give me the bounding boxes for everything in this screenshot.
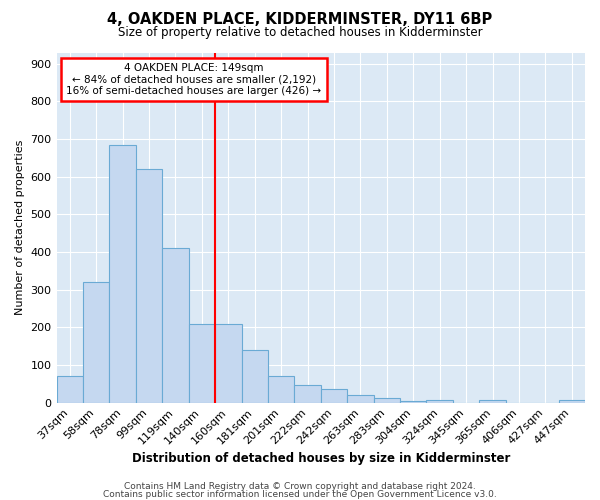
Bar (559, 400, 585, 402)
Bar (295, 384, 321, 402)
Bar (56, 376, 83, 402)
Bar (136, 169, 162, 402)
Bar (109, 144, 136, 402)
Bar (188, 324, 215, 402)
Bar (374, 398, 400, 402)
Bar (215, 324, 242, 402)
Bar (347, 395, 374, 402)
Bar (321, 390, 347, 402)
Bar (268, 376, 295, 402)
Bar (162, 248, 188, 402)
Bar (427, 400, 453, 402)
Y-axis label: Number of detached properties: Number of detached properties (15, 140, 25, 315)
Bar (479, 400, 506, 402)
Text: Contains public sector information licensed under the Open Government Licence v3: Contains public sector information licen… (103, 490, 497, 499)
Text: 4, OAKDEN PLACE, KIDDERMINSTER, DY11 6BP: 4, OAKDEN PLACE, KIDDERMINSTER, DY11 6BP (107, 12, 493, 28)
Text: Size of property relative to detached houses in Kidderminster: Size of property relative to detached ho… (118, 26, 482, 39)
Text: 4 OAKDEN PLACE: 149sqm
← 84% of detached houses are smaller (2,192)
16% of semi-: 4 OAKDEN PLACE: 149sqm ← 84% of detached… (67, 63, 322, 96)
Text: Contains HM Land Registry data © Crown copyright and database right 2024.: Contains HM Land Registry data © Crown c… (124, 482, 476, 491)
Bar (242, 350, 268, 403)
Bar (83, 282, 109, 403)
X-axis label: Distribution of detached houses by size in Kidderminster: Distribution of detached houses by size … (131, 452, 510, 465)
